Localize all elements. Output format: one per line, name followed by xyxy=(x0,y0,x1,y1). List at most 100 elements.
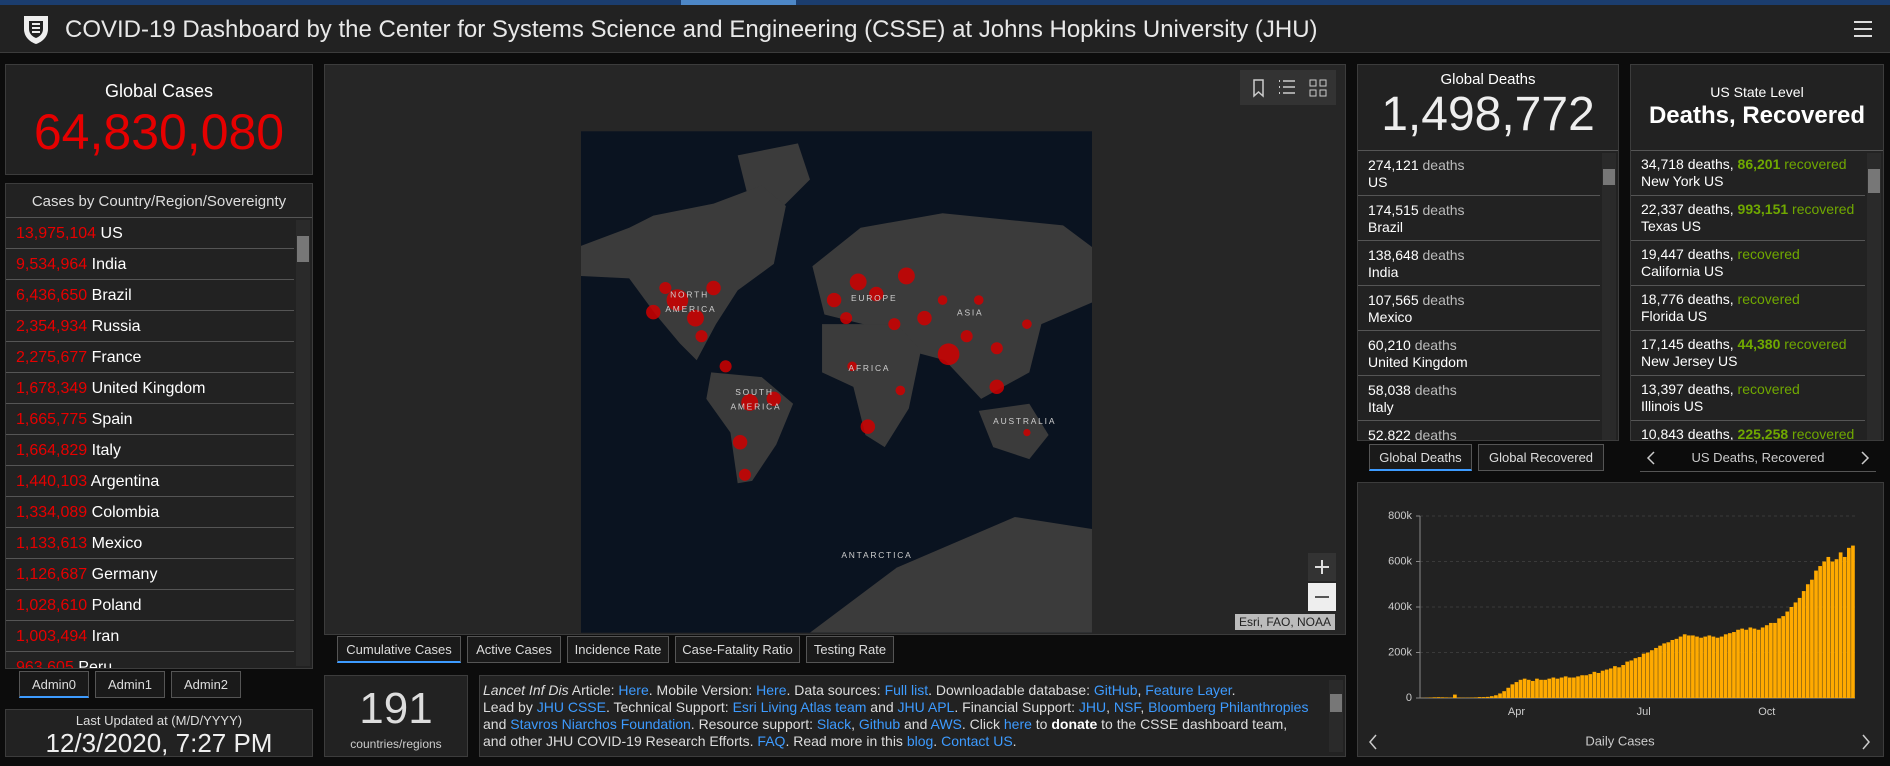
country-row[interactable]: 13,975,104 US xyxy=(6,218,294,249)
death-row[interactable]: 60,210 deaths United Kingdom xyxy=(1358,331,1600,376)
bar xyxy=(1838,552,1843,698)
country-cases: 6,436,650 xyxy=(16,287,88,304)
tab[interactable]: Global Recovered xyxy=(1478,444,1604,471)
tab[interactable]: Incidence Rate xyxy=(567,636,669,663)
scrollbar[interactable] xyxy=(1329,680,1343,752)
country-row[interactable]: 963,605 Peru xyxy=(6,652,294,668)
credit-link[interactable]: Full list xyxy=(884,682,929,698)
bar xyxy=(1732,632,1736,698)
toolbar-icons[interactable] xyxy=(1240,70,1336,105)
credit-link[interactable]: Slack xyxy=(816,716,852,732)
us-row[interactable]: 22,337 deaths, 993,151 recovered Texas US xyxy=(1631,196,1865,241)
death-place: Mexico xyxy=(1368,309,1413,325)
country-row[interactable]: 1,678,349 United Kingdom xyxy=(6,373,294,404)
country-row[interactable]: 2,354,934 Russia xyxy=(6,311,294,342)
death-row[interactable]: 274,121 deaths US xyxy=(1358,151,1600,196)
tab[interactable]: Active Cases xyxy=(467,636,561,663)
credit-link[interactable]: JHU CSSE xyxy=(536,699,606,715)
credit-link[interactable]: Contact US xyxy=(941,733,1013,749)
credit-link[interactable]: blog xyxy=(906,733,934,749)
tab[interactable]: Testing Rate xyxy=(806,636,894,663)
us-row[interactable]: 18,776 deaths, recovered Florida US xyxy=(1631,286,1865,331)
credit-link[interactable]: Github xyxy=(858,716,901,732)
credit-link[interactable]: Bloomberg Philanthropies xyxy=(1148,699,1309,715)
country-row[interactable]: 6,436,650 Brazil xyxy=(6,280,294,311)
credit-link[interactable]: Here xyxy=(756,682,787,698)
x-tick-label: Oct xyxy=(1758,706,1775,718)
tab[interactable]: Global Deaths xyxy=(1369,444,1472,471)
scroll-thumb[interactable] xyxy=(1330,694,1342,712)
scrollbar[interactable] xyxy=(1602,153,1616,440)
tab[interactable]: Admin0 xyxy=(19,671,89,698)
death-row[interactable]: 52,822 deaths xyxy=(1358,421,1600,440)
credit-text: donate xyxy=(1051,716,1098,732)
prev-arrow[interactable] xyxy=(1646,451,1656,465)
country-row[interactable]: 1,334,089 Colombia xyxy=(6,497,294,528)
credit-link[interactable]: JHU APL xyxy=(897,699,955,715)
credit-link[interactable]: Stavros Niarchos Foundation xyxy=(510,716,691,732)
bar xyxy=(1485,696,1490,698)
bar xyxy=(1736,629,1740,698)
us-row[interactable]: 10,843 deaths, 225,258 recovered xyxy=(1631,421,1865,440)
map-label: SOUTH xyxy=(735,387,774,397)
bar xyxy=(1686,635,1691,698)
next-arrow[interactable] xyxy=(1862,734,1870,750)
zoom-controls[interactable] xyxy=(1308,553,1336,611)
country-row[interactable]: 1,440,103 Argentina xyxy=(6,466,294,497)
credit-link[interactable]: NSF xyxy=(1113,699,1141,715)
tab[interactable]: Admin1 xyxy=(95,671,165,698)
us-row[interactable]: 19,447 deaths, recovered California US xyxy=(1631,241,1865,286)
credit-link[interactable]: Here xyxy=(618,682,649,698)
us-row[interactable]: 13,397 deaths, recovered Illinois US xyxy=(1631,376,1865,421)
tab[interactable]: Case-Fatality Ratio xyxy=(675,636,800,663)
scrollbar[interactable] xyxy=(1867,153,1881,440)
country-row[interactable]: 9,534,964 India xyxy=(6,249,294,280)
credit-text: and xyxy=(900,716,931,732)
death-row[interactable]: 107,565 deaths Mexico xyxy=(1358,286,1600,331)
us-recovered-unit: recovered xyxy=(1792,426,1855,440)
death-count: 60,210 xyxy=(1368,337,1411,353)
country-row[interactable]: 1,003,494 Iran xyxy=(6,621,294,652)
us-row[interactable]: 17,145 deaths, 44,380 recovered New Jerse… xyxy=(1631,331,1865,376)
bar xyxy=(1691,635,1695,698)
bar xyxy=(1629,660,1634,698)
country-row[interactable]: 1,665,775 Spain xyxy=(6,404,294,435)
tab[interactable]: Cumulative Cases xyxy=(337,636,461,663)
bar xyxy=(1576,676,1580,698)
country-row[interactable]: 2,275,677 France xyxy=(6,342,294,373)
credit-link[interactable]: FAQ xyxy=(757,733,786,749)
next-arrow[interactable] xyxy=(1860,451,1870,465)
y-tick-label: 0 xyxy=(1406,692,1412,704)
credit-text: , xyxy=(1140,699,1149,715)
credits-line: Lancet Inf Dis Article: Here. Mobile Ver… xyxy=(483,682,1323,699)
credit-text: . Downloadable database: xyxy=(928,682,1094,698)
us-row[interactable]: 34,718 deaths, 86,201 recovered New York … xyxy=(1631,151,1865,196)
credit-link[interactable]: Esri Living Atlas team xyxy=(732,699,867,715)
scrollbar[interactable] xyxy=(296,220,310,666)
scroll-thumb[interactable] xyxy=(1603,169,1615,185)
death-row[interactable]: 58,038 deaths Italy xyxy=(1358,376,1600,421)
credit-link[interactable]: GitHub xyxy=(1093,682,1138,698)
credit-link[interactable]: here xyxy=(1003,716,1032,732)
top-strip xyxy=(0,0,1890,5)
scroll-thumb[interactable] xyxy=(1868,169,1880,193)
credit-link[interactable]: AWS xyxy=(930,716,962,732)
bar xyxy=(1769,622,1773,698)
scroll-thumb[interactable] xyxy=(297,236,309,262)
death-row[interactable]: 174,515 deaths Brazil xyxy=(1358,196,1600,241)
credit-link[interactable]: JHU xyxy=(1078,699,1107,715)
country-row[interactable]: 1,664,829 Italy xyxy=(6,435,294,466)
country-row[interactable]: 1,126,687 Germany xyxy=(6,559,294,590)
tab[interactable]: Admin2 xyxy=(171,671,241,698)
death-row[interactable]: 138,648 deaths India xyxy=(1358,241,1600,286)
bar xyxy=(1641,653,1646,698)
country-row[interactable]: 1,133,613 Mexico xyxy=(6,528,294,559)
credit-link[interactable]: Feature Layer xyxy=(1145,682,1232,698)
map-labels: NORTH AMERICA EUROPE ASIA AFRICA SOUTH A… xyxy=(665,290,1054,560)
menu-icon[interactable] xyxy=(1853,19,1873,39)
world-map[interactable]: NORTH AMERICA EUROPE ASIA AFRICA SOUTH A… xyxy=(581,131,1092,633)
us-deaths-unit: deaths, xyxy=(1687,201,1734,217)
bar xyxy=(1695,636,1699,698)
prev-arrow[interactable] xyxy=(1369,734,1377,750)
country-row[interactable]: 1,028,610 Poland xyxy=(6,590,294,621)
